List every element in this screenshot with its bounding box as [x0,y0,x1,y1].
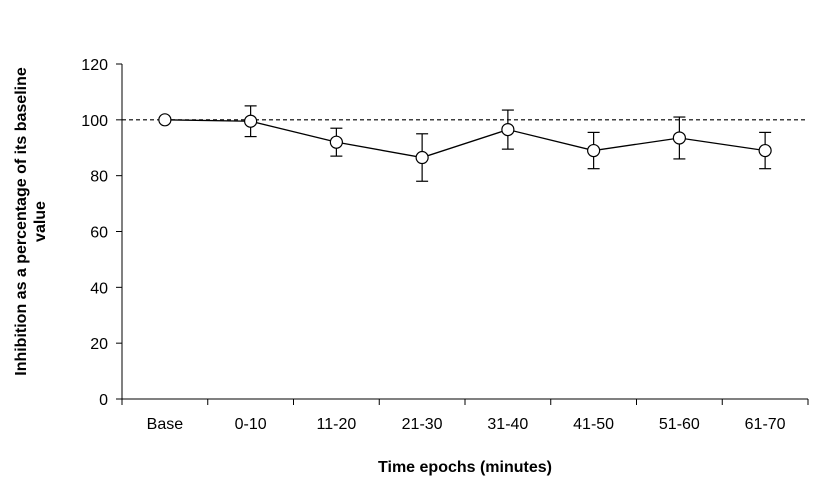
y-tick-label: 80 [90,169,108,186]
y-axis-title: Inhibition as a percentage of its baseli… [13,67,49,376]
y-tick-label: 120 [81,57,108,74]
x-tick-label: 61-70 [745,416,786,433]
y-tick-label: 100 [81,113,108,130]
data-point [244,114,258,128]
y-tick-label: 0 [99,392,108,409]
data-point [329,135,343,149]
x-tick-label: 11-20 [317,416,357,433]
x-tick-label: Base [147,416,184,433]
x-ticks: Base 0-10 11-20 21-30 31-40 41-50 51-60 61-70 [121,399,809,433]
x-tick-label: 51-60 [659,416,700,433]
data-point [158,113,172,127]
data-point [415,150,429,165]
series-group [158,105,772,182]
y-axis-title-line2: value [32,201,49,242]
x-axis-title: Time epochs (minutes) [378,459,552,476]
y-tick-label: 60 [90,225,108,242]
x-tick-label: 31-40 [487,416,528,433]
y-ticks: 0 20 40 60 80 100 120 [81,57,122,409]
series-line [164,119,766,159]
x-tick-label: 21-30 [402,416,443,433]
y-tick-label: 20 [90,336,108,353]
data-point [758,143,772,158]
data-point [672,131,686,145]
data-point [587,143,601,158]
x-tick-label: 41-50 [573,416,614,433]
x-tick-label: 0-10 [235,416,267,433]
data-point [501,123,515,137]
y-axis-title-line1: Inhibition as a percentage of its baseli… [13,67,30,376]
y-tick-label: 40 [90,280,108,297]
